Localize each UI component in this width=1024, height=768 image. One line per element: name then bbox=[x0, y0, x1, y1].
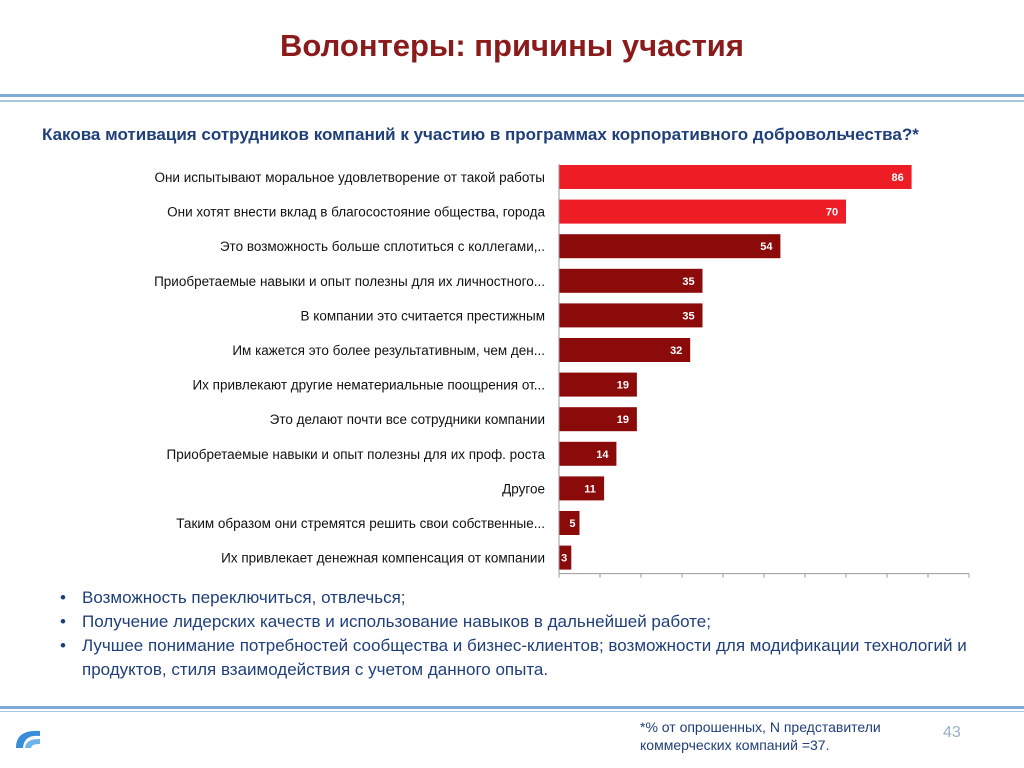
bar bbox=[559, 165, 912, 189]
bar-category-label: Таким образом они стремятся решить свои … bbox=[176, 516, 545, 531]
bar-category-label: Это возможность больше сплотиться с колл… bbox=[220, 239, 545, 254]
bullet-list: Возможность переключиться, отвлечься; По… bbox=[58, 586, 1008, 682]
bar-category-label: Другое bbox=[502, 481, 545, 496]
title-divider-thin bbox=[0, 100, 1024, 102]
bar-category-label: Приобретаемые навыки и опыт полезны для … bbox=[167, 447, 546, 462]
bullet-item: Возможность переключиться, отвлечься; bbox=[58, 586, 1008, 610]
bar-category-label: Их привлекают другие нематериальные поощ… bbox=[192, 378, 545, 393]
bar-value-label: 32 bbox=[670, 345, 682, 357]
bullet-item: Лучшее понимание потребностей сообщества… bbox=[58, 634, 1008, 682]
bar-value-label: 35 bbox=[682, 310, 694, 322]
bar-value-label: 86 bbox=[891, 172, 903, 184]
motivation-bar-chart: Они испытывают моральное удовлетворение … bbox=[154, 164, 970, 578]
bar-value-label: 5 bbox=[569, 518, 575, 530]
bar bbox=[559, 234, 781, 259]
bar-value-label: 3 bbox=[561, 553, 567, 565]
bar-value-label: 14 bbox=[596, 449, 609, 461]
footer-divider bbox=[0, 706, 1024, 709]
bar bbox=[559, 441, 617, 466]
bar-category-label: Им кажется это более результативным, чем… bbox=[232, 343, 545, 358]
footer-divider-thin bbox=[0, 711, 1024, 712]
bar-category-label: Приобретаемые навыки и опыт полезны для … bbox=[154, 274, 545, 289]
bar-value-label: 35 bbox=[682, 276, 694, 288]
bar-value-label: 54 bbox=[760, 241, 773, 253]
bar-value-label: 19 bbox=[617, 414, 629, 426]
company-logo-icon bbox=[12, 726, 44, 754]
bullet-item: Получение лидерских качеств и использова… bbox=[58, 610, 1008, 634]
bar bbox=[559, 545, 572, 570]
bar-value-label: 11 bbox=[584, 483, 596, 495]
bar-category-label: Их привлекает денежная компенсация от ко… bbox=[221, 551, 545, 566]
bar bbox=[559, 407, 637, 432]
page-number: 43 bbox=[943, 724, 961, 741]
footnote: *% от опрошенных, N представители коммер… bbox=[640, 719, 881, 753]
bar-category-label: Они хотят внести вклад в благосостояние … bbox=[167, 205, 545, 220]
slide-title: Волонтеры: причины участия bbox=[280, 28, 744, 63]
bar-value-label: 70 bbox=[826, 207, 838, 219]
chart-question: Какова мотивация сотрудников компаний к … bbox=[42, 125, 919, 144]
bar bbox=[559, 372, 637, 397]
bar bbox=[559, 268, 703, 293]
title-divider bbox=[0, 94, 1024, 97]
bar bbox=[559, 199, 846, 224]
bar bbox=[559, 476, 605, 501]
bar-category-label: Они испытывают моральное удовлетворение … bbox=[154, 170, 545, 185]
bar-category-label: Это делают почти все сотрудники компании bbox=[270, 412, 545, 427]
bar bbox=[559, 511, 580, 535]
bar-category-label: В компании это считается престижным bbox=[301, 308, 545, 323]
bar-value-label: 19 bbox=[617, 380, 629, 392]
bar bbox=[559, 338, 691, 362]
bar bbox=[559, 303, 703, 328]
